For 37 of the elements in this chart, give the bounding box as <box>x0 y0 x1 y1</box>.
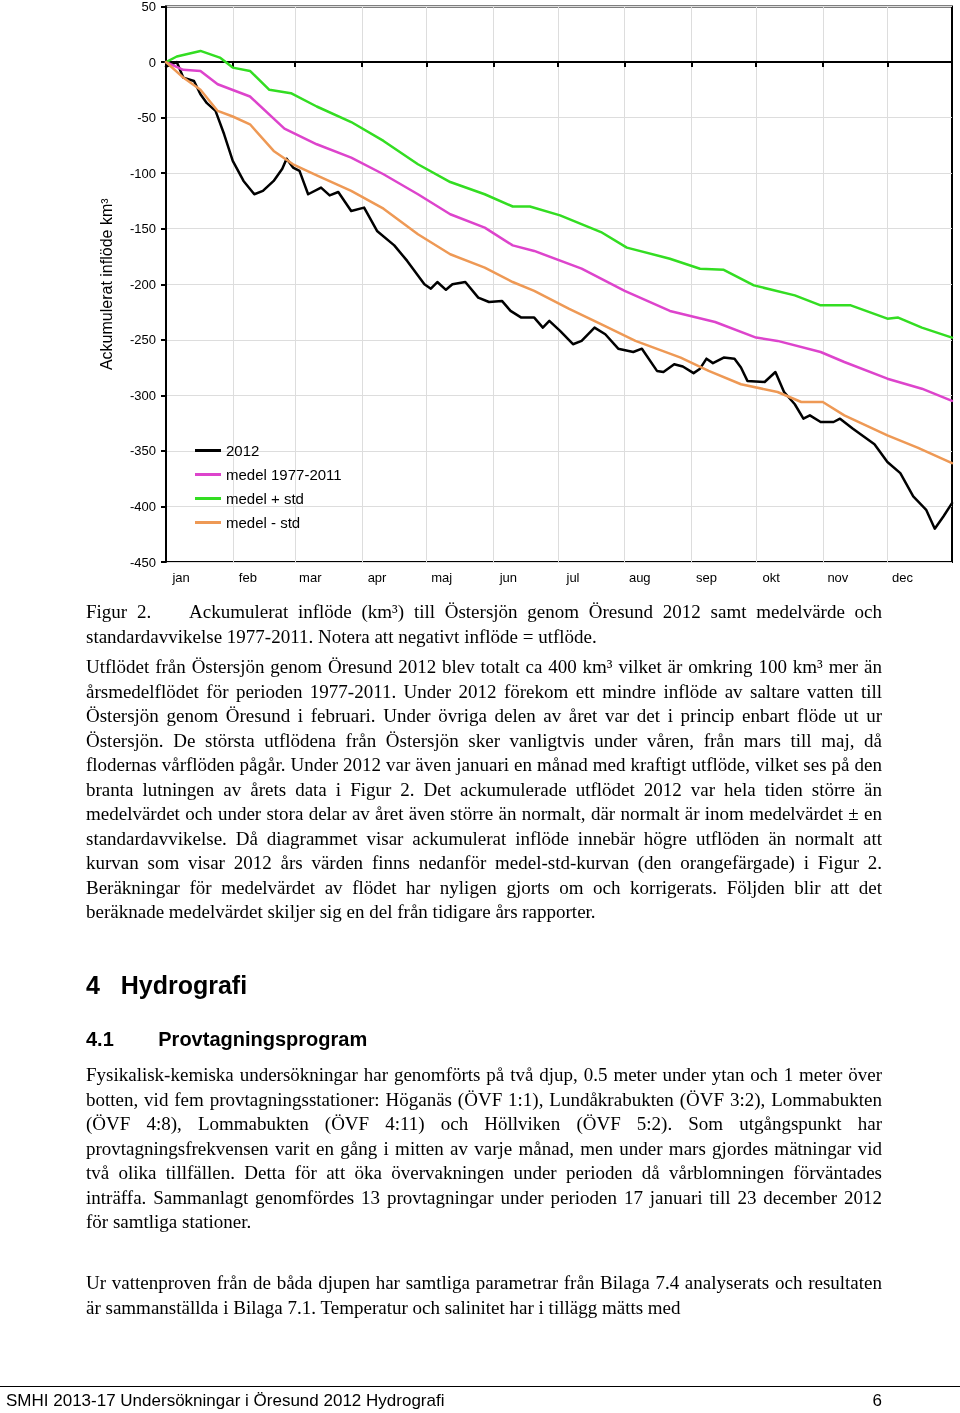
x-tick-label: feb <box>238 570 257 585</box>
y-tick-label: -350 <box>129 443 156 459</box>
x-tick-label: sep <box>696 570 717 585</box>
y-tick-label: -150 <box>129 221 156 237</box>
y-tick-label: 50 <box>141 0 156 14</box>
y-axis-title: Ackumulerat inflöde km³ <box>97 197 115 371</box>
text: Ur vattenproven från de båda djupen har samtliga parametrar från Bilaga 7.4 analyserats och resultaten är sammanställda i Bilaga 7.1. Temperatur och salinitet har i tillägg mätts med <box>86 1271 882 1320</box>
y-tick-label: -50 <box>137 110 156 126</box>
y-tick-label: -250 <box>129 332 156 348</box>
text: 4 Hydrografi <box>86 971 249 999</box>
x-tick-label: jan <box>171 570 190 585</box>
legend-label: medel - std <box>226 514 301 531</box>
y-tick-label: 0 <box>148 54 156 70</box>
legend-label: medel + std <box>226 490 304 507</box>
text: Figur 2. Ackumulerat inflöde (km³) till Östersjön genom Öresund 2012 samt medelvärde och standardavvikelse 1977-2011. Notera att negativt inflöde = utflöde. <box>86 600 882 649</box>
text: 4.1 Provtagningsprogram <box>86 1027 369 1052</box>
x-tick-label: dec <box>891 570 914 585</box>
x-tick-label: mar <box>299 570 323 585</box>
legend-label: 2012 <box>226 442 260 459</box>
y-tick-label: -400 <box>129 498 156 514</box>
text: SMHI 2013-17 Undersökningar i Öresund 2012 Hydrografi <box>6 1390 445 1412</box>
x-tick-label: jun <box>498 570 518 585</box>
x-tick-label: apr <box>367 570 388 585</box>
y-tick-label: -300 <box>129 387 156 403</box>
text: 6 <box>872 1390 882 1412</box>
x-tick-label: okt <box>762 570 781 585</box>
legend-label: medel 1977-2011 <box>226 466 342 483</box>
x-tick-label: aug <box>628 570 651 585</box>
x-tick-label: jul <box>565 570 580 585</box>
text: Utflödet från Östersjön genom Öresund 2012 blev totalt ca 400 km³ vilket är omkring 100 km³ mer än årsmedelflödet för perioden 1977-2011. Under 2012 förekom ett mindre inflöde av saltare vatten till Östersjön genom Öresund i februari. Under övriga delen av året var det i princip enbart flöde ut ur Östersjön. De största utflödena från Östersjön sker vanligtvis under våren, från mars till maj, då flodernas vårflöden pågår. Under 2012 var även januari en månad med kraftigt utflöde, vilket ses på den branta lutningen av årets data i Figur 2. Det ackumulerade utflödet 2012 var hela tiden större än medelvärdet och under stora delar av året även större än normalt, där normalt är inom medelvärdet ± en standardavvikelse. Då diagrammet visar ackumulerat inflöde innebär högre utflöden än normalt att kurvan som visar 2012 års värden finns nedanför medel-std-kurvan (den orangefärgade) i Figur 2. Beräkningar för medelvärdet av flödet har nyligen gjorts om och korrigerats. Följden blir att det beräknade medelvärdet skiljer sig en del från tidigare års rapporter. <box>86 656 882 922</box>
y-tick-label: -100 <box>129 165 156 181</box>
line-series <box>164 49 954 339</box>
y-tick-label: -450 <box>129 554 156 570</box>
x-tick-label: maj <box>431 570 453 585</box>
x-tick-label: nov <box>827 570 849 585</box>
y-tick-label: -200 <box>129 276 156 292</box>
text: Fysikalisk-kemiska undersökningar har genomförts på två djup, 0.5 meter under ytan och 1 meter över botten, vid fem provtagningsstationer: Höganäs (ÖVF 1:1), Lundåkrabukten (ÖVF 3:2), Lommabukten (ÖVF 4:8), Lommabukten (ÖVF 4:11) och Höllviken (ÖVF 5:2). Som utgångspunkt har provtagningsfrekvensen varit en gång i mitten av varje månad, men under mars gjordes mätningar vid två olika tillfällen. Detta för att öka övervakningen under perioden då vårblomningen förväntades inträffa. Sammanlagt genomfördes 13 provtagningar under perioden 17 januari till 23 december 2012 för samtliga stationer. <box>86 1063 882 1234</box>
